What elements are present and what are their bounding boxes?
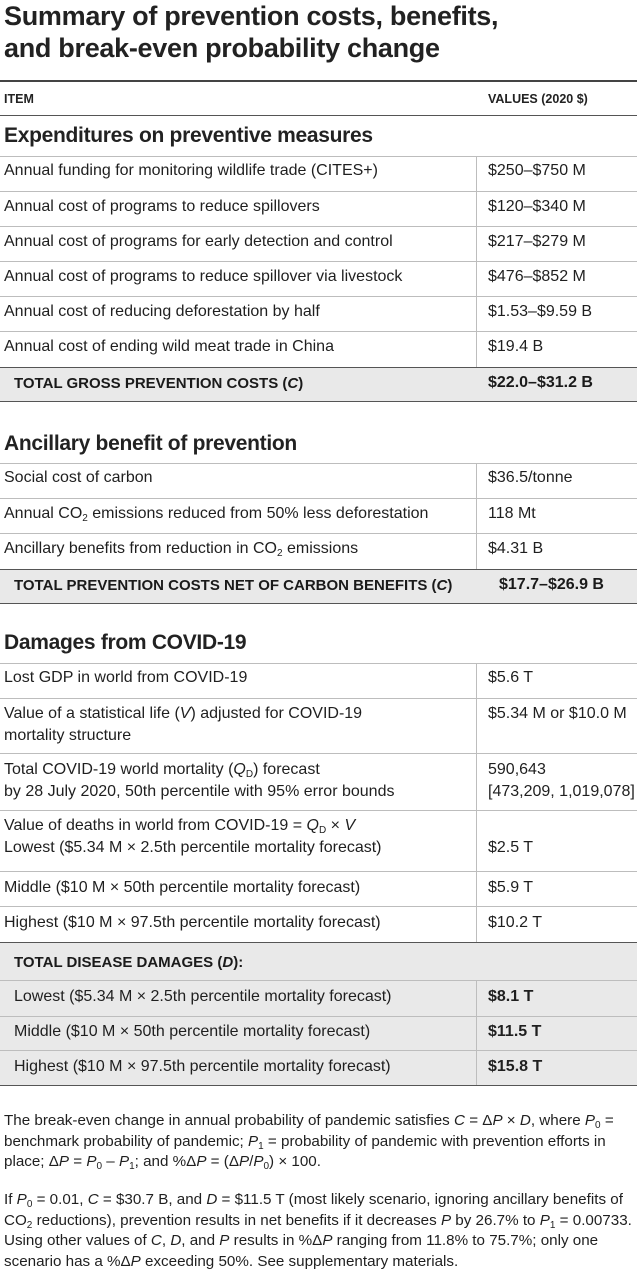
footnote-break-even: The break-even change in annual probabil…	[4, 1112, 614, 1172]
row-rule	[0, 296, 637, 297]
total-rule	[0, 942, 637, 943]
text-part: emissions	[282, 540, 359, 557]
total-rule	[0, 367, 637, 368]
text-part: emissions reduced from 50% less deforest…	[87, 505, 429, 522]
row-value: $476–$852 M	[488, 268, 586, 285]
row-rule	[0, 1016, 637, 1017]
row-item: Social cost of carbon	[4, 469, 153, 486]
text-part: Annual CO	[4, 505, 83, 522]
row-rule	[0, 698, 637, 699]
header-rule	[0, 115, 637, 116]
row-rule	[0, 261, 637, 262]
row-value: $36.5/tonne	[488, 469, 573, 486]
row-rule	[0, 753, 637, 754]
text-part: Lowest ($5.34 M × 2.5th percentile morta…	[4, 839, 382, 856]
total-damages-block	[0, 942, 637, 1085]
row-value: $11.5 T	[488, 1023, 542, 1040]
column-header-item: ITEM	[4, 92, 34, 106]
row-item: Value of deaths in world from COVID-19 =…	[4, 817, 382, 856]
row-item: Total COVID-19 world mortality (QD) fore…	[4, 761, 395, 800]
column-divider	[476, 663, 477, 942]
row-item: Annual cost of programs for early detect…	[4, 233, 393, 250]
row-value: $250–$750 M	[488, 162, 586, 179]
column-divider	[476, 980, 477, 1085]
row-item: Annual cost of reducing deforestation by…	[4, 303, 320, 320]
row-value: $15.8 T	[488, 1058, 543, 1075]
row-item: Lowest ($5.34 M × 2.5th percentile morta…	[14, 988, 392, 1005]
subscript: 2	[277, 548, 283, 559]
row-item: Annual cost of ending wild meat trade in…	[4, 338, 334, 355]
row-rule	[0, 191, 637, 192]
row-item: Ancillary benefits from reduction in CO2…	[4, 538, 358, 560]
total-rule	[0, 1085, 637, 1086]
row-rule	[0, 156, 637, 157]
page-title: Summary of prevention costs, benefits, a…	[4, 0, 634, 64]
text-part: [473,209, 1,019,078]	[488, 783, 635, 800]
total-net-value: $17.7–$26.9 B	[499, 576, 604, 593]
row-value: $10.2 T	[488, 914, 542, 931]
row-value: $5.34 M or $10.0 M	[488, 705, 627, 722]
row-value: $217–$279 M	[488, 233, 586, 250]
row-rule	[0, 331, 637, 332]
row-value: $4.31 B	[488, 540, 544, 557]
row-rule	[0, 463, 637, 464]
row-value: 118 Mt	[488, 505, 536, 522]
total-net-label: TOTAL PREVENTION COSTS NET OF CARBON BEN…	[14, 577, 453, 594]
text-part: 590,643	[488, 761, 546, 778]
row-item: Annual cost of programs to reduce spillo…	[4, 268, 403, 285]
column-header-values: VALUES (2020 $)	[488, 92, 588, 106]
row-item: Annual funding for monitoring wildlife t…	[4, 162, 378, 179]
text-part: by 28 July 2020, 50th percentile with 95…	[4, 783, 395, 800]
column-divider	[476, 463, 477, 569]
row-value: $120–$340 M	[488, 198, 586, 215]
title-line-1: Summary of prevention costs, benefits,	[4, 1, 499, 31]
row-item: Annual cost of programs to reduce spillo…	[4, 198, 320, 215]
row-item: Highest ($10 M × 97.5th percentile morta…	[14, 1058, 391, 1075]
row-item: Annual CO2 emissions reduced from 50% le…	[4, 503, 428, 525]
row-rule	[0, 663, 637, 664]
total-gross-row	[0, 367, 637, 401]
subscript: 2	[82, 513, 88, 524]
title-line-2: and break-even probability change	[4, 33, 440, 63]
section-heading-damages: Damages from COVID-19	[4, 631, 247, 654]
row-value: $5.9 T	[488, 879, 534, 896]
total-gross-value: $22.0–$31.2 B	[488, 374, 593, 391]
total-gross-label: TOTAL GROSS PREVENTION COSTS (C)	[14, 375, 304, 392]
section-heading-ancillary: Ancillary benefit of prevention	[4, 432, 297, 455]
footnote-scenario: If P0 = 0.01, C = $30.7 B, and D = $11.5…	[4, 1191, 632, 1270]
row-item: Middle ($10 M × 50th percentile mortalit…	[14, 1023, 371, 1040]
total-net-row	[0, 569, 637, 603]
row-item: Lost GDP in world from COVID-19	[4, 669, 248, 686]
row-rule	[0, 871, 637, 872]
row-item: Highest ($10 M × 97.5th percentile morta…	[4, 914, 381, 931]
total-rule	[0, 401, 637, 402]
row-rule	[0, 498, 637, 499]
row-item: Middle ($10 M × 50th percentile mortalit…	[4, 879, 361, 896]
total-damages-heading: TOTAL DISEASE DAMAGES (D):	[14, 954, 244, 971]
section-heading-expenditures: Expenditures on preventive measures	[4, 124, 373, 147]
row-value: $8.1 T	[488, 988, 534, 1005]
row-value: 590,643 [473,209, 1,019,078]	[488, 759, 635, 803]
row-rule	[0, 906, 637, 907]
title-rule	[0, 80, 637, 82]
row-value: $2.5 T	[488, 839, 534, 856]
total-rule	[0, 569, 637, 570]
total-rule	[0, 603, 637, 604]
row-rule	[0, 980, 637, 981]
row-rule	[0, 533, 637, 534]
row-value: $1.53–$9.59 B	[488, 303, 593, 320]
row-value: $5.6 T	[488, 669, 534, 686]
text-part: Ancillary benefits from reduction in CO	[4, 540, 277, 557]
row-rule	[0, 810, 637, 811]
row-rule	[0, 226, 637, 227]
row-item: Value of a statistical life (V) adjusted…	[4, 705, 363, 744]
row-rule	[0, 1050, 637, 1051]
row-value: $19.4 B	[488, 338, 544, 355]
